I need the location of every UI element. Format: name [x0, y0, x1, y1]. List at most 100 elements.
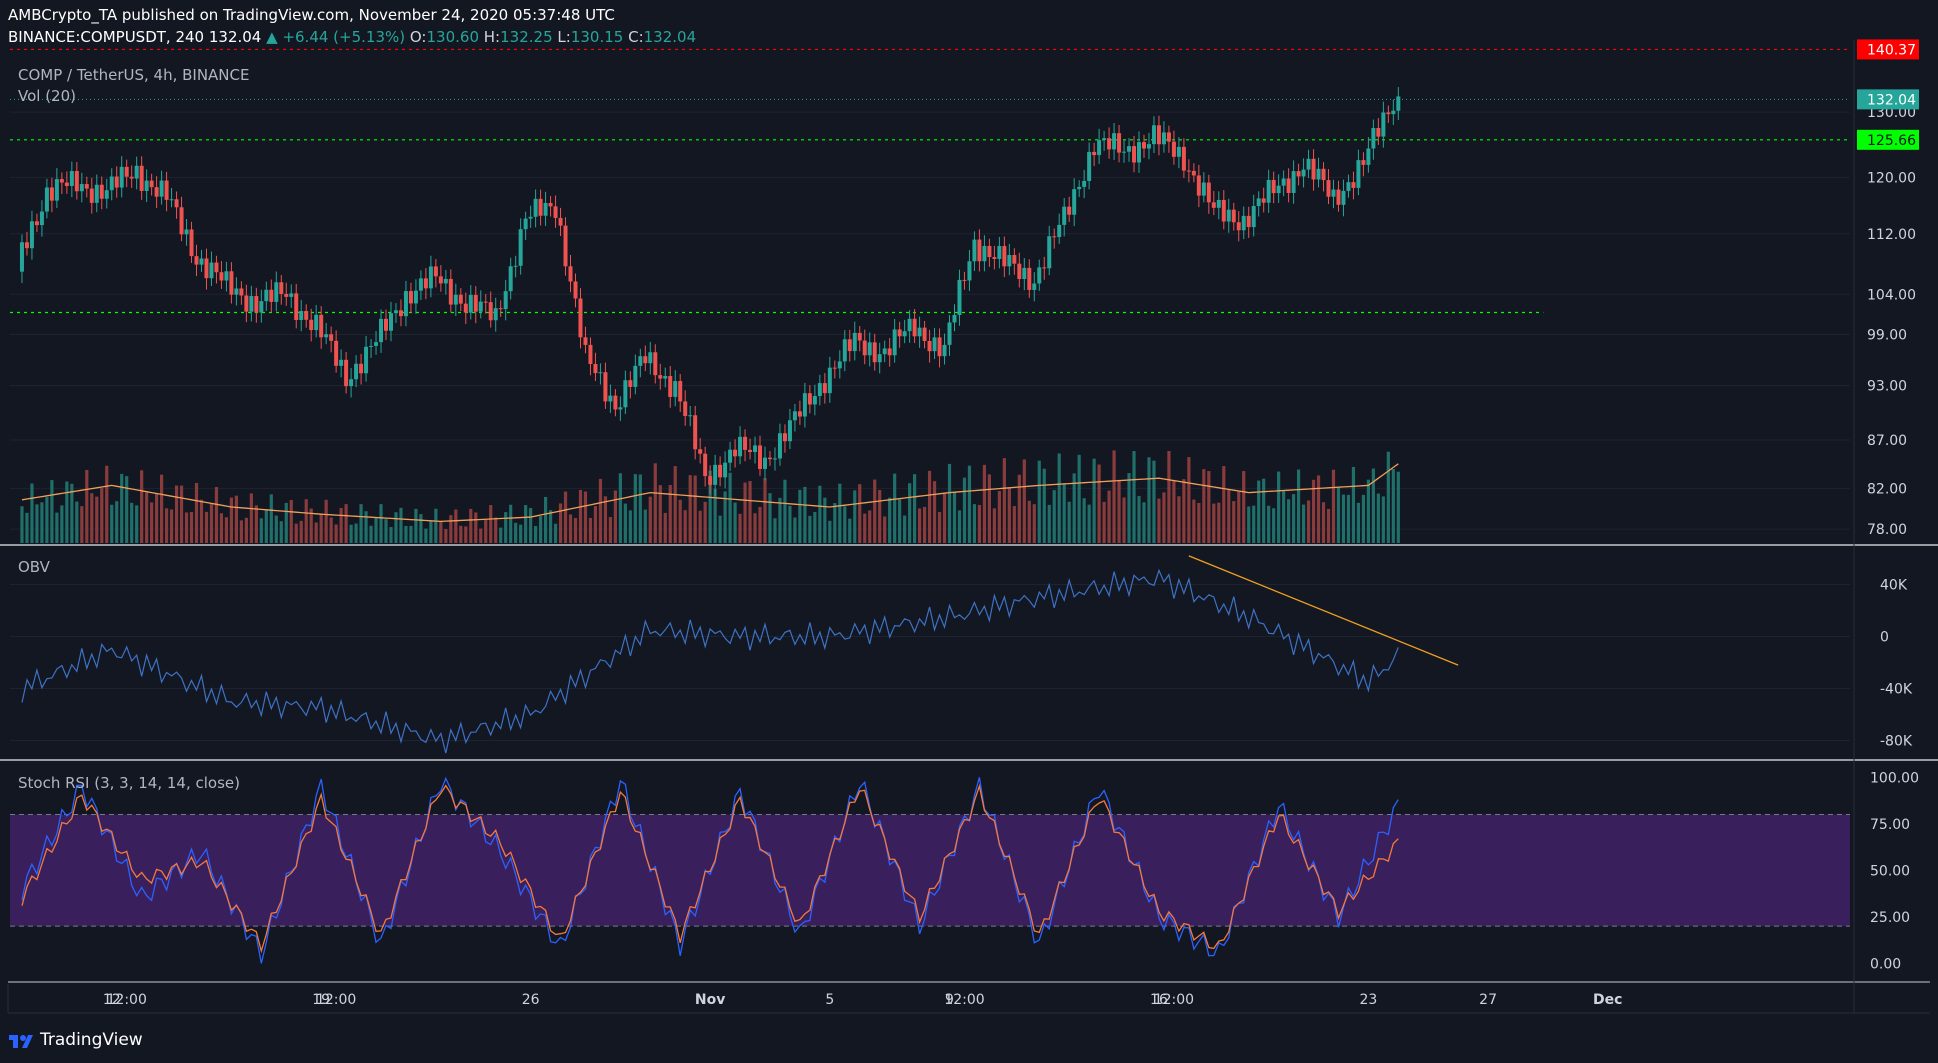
volume-bar [95, 496, 99, 543]
obv-line [21, 568, 1399, 754]
volume-bar [608, 517, 613, 543]
volume-bar [1172, 479, 1176, 543]
candle-body [668, 376, 673, 397]
candle-body [1346, 182, 1351, 191]
volume-bar [838, 483, 842, 543]
volume-bar [120, 473, 124, 543]
volume-bar [1017, 474, 1021, 543]
candle-body [264, 289, 269, 302]
candle-body [164, 180, 169, 200]
candle-body [274, 282, 279, 302]
volume-bar [1072, 473, 1076, 543]
volume-bar [753, 513, 757, 543]
volume-bar [568, 514, 573, 543]
candle-body [443, 278, 448, 284]
candle-body [698, 449, 703, 454]
volume-bar [848, 518, 852, 543]
candle-body [902, 331, 907, 337]
candle-body [29, 221, 34, 249]
time-tick-label: 23 [1359, 992, 1377, 1008]
volume-bar [1326, 508, 1331, 543]
volume-bar [908, 483, 912, 543]
volume-bar [1282, 490, 1286, 543]
volume-bar [339, 507, 343, 543]
volume-bar [1351, 466, 1356, 543]
volume-bar [464, 526, 468, 543]
volume-bar [1182, 479, 1186, 543]
volume-bar [1112, 450, 1116, 543]
volume-bar [947, 463, 952, 543]
candle-body [309, 319, 314, 331]
candle-body [314, 314, 319, 331]
volume-bar [937, 511, 942, 543]
volume-bar [858, 484, 862, 543]
volume-bar [1287, 499, 1291, 543]
close-value: 132.04 [643, 28, 697, 46]
candle-body [483, 301, 488, 303]
candle-body [952, 314, 957, 323]
volume-bar [1057, 453, 1061, 543]
stoch-rsi-label[interactable]: Stoch RSI (3, 3, 14, 14, close) [18, 774, 240, 792]
volume-bar [60, 505, 64, 543]
volume-bar [259, 518, 263, 543]
candle-body [827, 367, 832, 394]
volume-bar [818, 485, 822, 543]
volume-bar [174, 485, 179, 543]
volume-bar [763, 478, 767, 543]
stoch-tick-label: 0.00 [1870, 956, 1901, 972]
candle-body [942, 344, 947, 357]
candle-body [114, 176, 119, 188]
volume-bar [1162, 492, 1166, 543]
obv-trendline [1188, 555, 1459, 666]
volume-bar [628, 510, 632, 543]
stoch-d-line [21, 783, 1399, 954]
candle-body [189, 229, 194, 257]
candle-body [728, 449, 733, 463]
candle-body [882, 348, 887, 355]
volume-bar [1267, 505, 1271, 543]
volume-bar [1227, 488, 1231, 543]
volume-bar [1147, 457, 1151, 543]
candle-body [558, 217, 563, 226]
candle-body [608, 395, 613, 402]
volume-bar [1361, 494, 1366, 543]
volume-bar [110, 504, 114, 543]
candle-body [543, 202, 548, 216]
volume-bar [289, 499, 293, 543]
volume-bar [1102, 501, 1106, 543]
volume-bar [1396, 471, 1400, 543]
volume-bar [529, 507, 533, 543]
time-tick-label: 12:00 [1154, 992, 1194, 1008]
candle-body [1102, 138, 1107, 141]
volume-bar [1197, 502, 1201, 543]
footer[interactable]: TradingView [8, 1028, 143, 1052]
time-tick-label: Nov [695, 992, 725, 1008]
volume-bar [743, 482, 747, 543]
candle-body [648, 352, 653, 364]
volume-bar [853, 490, 857, 543]
candle-body [234, 288, 239, 295]
volume-bar [773, 518, 777, 543]
volume-bar [454, 509, 458, 543]
volume-label[interactable]: Vol (20) [18, 87, 77, 105]
candle-body [1226, 209, 1231, 222]
volume-bar [229, 497, 234, 543]
volume-bar [728, 472, 732, 543]
volume-bar [992, 508, 996, 543]
volume-bar [40, 502, 44, 543]
volume-bar [548, 510, 553, 543]
candle-body [199, 258, 204, 265]
volume-bar [25, 512, 29, 543]
volume-bar [788, 505, 792, 543]
volume-bar [194, 482, 199, 543]
candle-body [1141, 142, 1146, 149]
candle-body [1261, 198, 1266, 203]
volume-bar [1386, 451, 1390, 543]
obv-label[interactable]: OBV [18, 558, 50, 576]
volume-bar [1296, 469, 1301, 543]
volume-bar [214, 487, 219, 543]
candle-body [1107, 138, 1112, 150]
volume-bar [1202, 469, 1206, 543]
candle-body [523, 218, 528, 230]
